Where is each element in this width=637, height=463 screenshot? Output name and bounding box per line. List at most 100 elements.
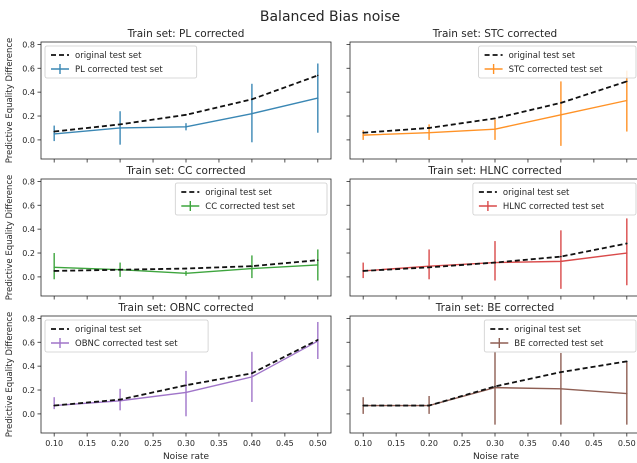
y-tick-label: 0.8 bbox=[22, 314, 35, 323]
pl-corrected-test-set-point bbox=[185, 125, 187, 128]
original-test-set-point bbox=[119, 268, 121, 271]
legend-label-original: original test set bbox=[205, 188, 272, 198]
cc-corrected-test-set-point bbox=[317, 264, 319, 266]
chart-panel-1: Train set: PL corrected 0.0 0.2 0.4 0.6 0.8 Pr… bbox=[5, 28, 332, 164]
legend-label-original: original test set bbox=[514, 325, 581, 335]
original-test-set-point bbox=[494, 261, 496, 264]
x-tick-label: 0.45 bbox=[276, 439, 294, 448]
cc-corrected-test-set-point bbox=[185, 272, 187, 275]
legend-label-original: original test set bbox=[75, 51, 142, 61]
legend-label-original: original test set bbox=[509, 51, 576, 61]
legend-box bbox=[44, 45, 198, 79]
legend: original test set OBNC corrected test set bbox=[44, 319, 209, 353]
x-tick-label: 0.15 bbox=[387, 439, 405, 448]
chart-panel-4: Train set: HLNC corrected original test s… bbox=[346, 165, 637, 300]
legend-box bbox=[44, 319, 209, 353]
original-test-set-point bbox=[428, 266, 430, 269]
legend: original test set CC corrected test set bbox=[174, 182, 328, 216]
legend-label-cc-corrected-test-set: CC corrected test set bbox=[205, 202, 295, 212]
x-tick-label: 0.50 bbox=[618, 439, 636, 448]
chart-title: Train set: PL corrected bbox=[127, 28, 245, 40]
x-tick-label: 0.10 bbox=[354, 439, 372, 448]
original-test-set-point bbox=[185, 114, 187, 116]
legend-label-obnc-corrected-test-set: OBNC corrected test set bbox=[75, 339, 178, 349]
original-test-set-point bbox=[362, 404, 364, 407]
stc-corrected-test-set-point bbox=[560, 114, 562, 116]
y-tick-label: 0.0 bbox=[22, 273, 35, 282]
panels: Train set: PL corrected 0.0 0.2 0.4 0.6 0.8 Pr… bbox=[5, 28, 637, 448]
y-tick-label: 0.6 bbox=[22, 201, 35, 210]
y-tick-label: 0.0 bbox=[22, 410, 35, 419]
original-test-set-line bbox=[363, 360, 627, 407]
y-tick-label: 0.6 bbox=[22, 338, 35, 347]
original-test-set-point bbox=[560, 102, 562, 104]
x-tick-label: 0.35 bbox=[519, 439, 537, 448]
legend-box bbox=[472, 182, 637, 216]
original-test-set-point bbox=[494, 117, 496, 120]
y-tick-label: 0.4 bbox=[22, 88, 35, 97]
figure-title: Balanced Bias noise bbox=[260, 9, 400, 25]
original-test-set-point bbox=[560, 371, 562, 373]
y-tick-label: 0.8 bbox=[22, 177, 35, 186]
original-test-set-point bbox=[428, 404, 430, 407]
y-tick-label: 0.4 bbox=[22, 225, 35, 234]
cc-corrected-test-set-point bbox=[53, 266, 55, 269]
chart-title: Train set: OBNC corrected bbox=[117, 302, 253, 314]
legend: original test set STC corrected test set bbox=[478, 45, 637, 79]
legend-label-pl-corrected-test-set: PL corrected test set bbox=[75, 65, 163, 75]
legend-label-be-corrected-test-set: BE corrected test set bbox=[514, 339, 604, 349]
x-tick-label: 0.45 bbox=[585, 439, 603, 448]
original-test-set-point bbox=[317, 259, 319, 261]
pl-corrected-test-set-point bbox=[251, 112, 253, 115]
stc-corrected-test-set-point bbox=[428, 131, 430, 134]
original-test-set-point bbox=[317, 339, 319, 341]
chart-panel-6: Train set: BE corrected 0.10 0.15 0.20 0.25 0… bbox=[346, 302, 637, 448]
chart-panel-3: Train set: CC corrected 0.0 0.2 0.4 0.6 0.8 Pr… bbox=[5, 165, 332, 300]
original-test-set-point bbox=[626, 242, 628, 245]
original-test-set-point bbox=[53, 130, 55, 133]
x-tick-label: 0.30 bbox=[486, 439, 504, 448]
y-axis-label: Predictive Equality Difference bbox=[5, 38, 15, 164]
original-test-set-point bbox=[626, 360, 628, 363]
be-corrected-test-set-point bbox=[626, 392, 628, 395]
original-test-set-point bbox=[494, 385, 496, 388]
x-tick-label: 0.20 bbox=[111, 439, 129, 448]
legend-label-stc-corrected-test-set: STC corrected test set bbox=[509, 65, 603, 75]
chart-title: Train set: HLNC corrected bbox=[427, 165, 562, 177]
obnc-corrected-test-set-point bbox=[251, 376, 253, 378]
cc-corrected-test-set-point bbox=[251, 267, 253, 270]
legend: original test set HLNC corrected test set bbox=[472, 182, 637, 216]
legend-label-original: original test set bbox=[75, 325, 142, 335]
original-test-set-point bbox=[53, 270, 55, 272]
x-tick-label: 0.40 bbox=[552, 439, 570, 448]
x-tick-label: 0.50 bbox=[309, 439, 327, 448]
original-test-set-point bbox=[119, 123, 121, 126]
y-tick-label: 0.6 bbox=[22, 64, 35, 73]
x-tick-label: 0.15 bbox=[78, 439, 96, 448]
y-axis-label: Predictive Equality Difference bbox=[5, 312, 15, 438]
chart-title: Train set: CC corrected bbox=[125, 165, 245, 177]
be-corrected-test-set-point bbox=[560, 388, 562, 390]
legend: original test set PL corrected test set bbox=[44, 45, 198, 79]
original-test-set-point bbox=[185, 384, 187, 387]
original-test-set-point bbox=[251, 98, 253, 101]
stc-corrected-test-set-point bbox=[494, 128, 496, 130]
hlnc-corrected-test-set-point bbox=[626, 252, 628, 254]
y-tick-label: 0.2 bbox=[22, 249, 35, 258]
stc-corrected-test-set-point bbox=[362, 134, 364, 136]
original-test-set-point bbox=[362, 131, 364, 134]
chart-title: Train set: BE corrected bbox=[435, 302, 555, 314]
original-test-set-point bbox=[317, 74, 319, 77]
original-test-set-point bbox=[362, 270, 364, 272]
x-tick-label: 0.10 bbox=[45, 439, 63, 448]
x-tick-label: 0.20 bbox=[420, 439, 438, 448]
chart-panel-5: Train set: OBNC corrected 0.0 0.2 0.4 0.6 0.8… bbox=[5, 302, 332, 448]
pl-corrected-test-set-point bbox=[119, 127, 121, 129]
pl-corrected-test-set-point bbox=[317, 97, 319, 99]
original-test-set-point bbox=[251, 372, 253, 375]
x-axis-label-right: Noise rate bbox=[473, 452, 520, 462]
x-tick-label: 0.30 bbox=[177, 439, 195, 448]
x-tick-label: 0.25 bbox=[453, 439, 471, 448]
x-axis-label-left: Noise rate bbox=[163, 452, 210, 462]
y-tick-label: 0.2 bbox=[22, 386, 35, 395]
